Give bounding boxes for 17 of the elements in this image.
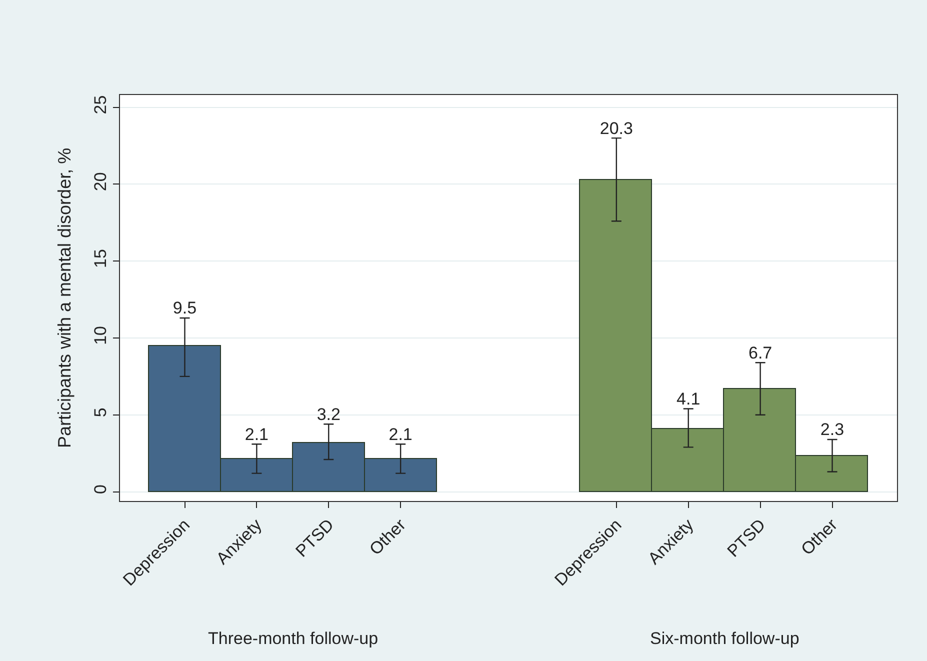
data-label: 6.7 xyxy=(748,343,772,362)
y-tick-label: 0 xyxy=(91,484,110,494)
data-label: 2.1 xyxy=(388,424,412,444)
data-label: 20.3 xyxy=(600,118,633,138)
y-axis-title: Participants with a mental disorder, % xyxy=(54,148,74,448)
data-label: 2.1 xyxy=(244,424,269,444)
y-tick-label: 5 xyxy=(91,408,110,418)
data-label: 3.2 xyxy=(316,404,340,424)
text: Six-month follow-up xyxy=(650,629,800,648)
y-tick-label: 25 xyxy=(91,95,110,114)
data-label: 4.1 xyxy=(676,389,700,408)
data-label: 2.3 xyxy=(820,420,844,440)
y-tick-label: 20 xyxy=(91,172,110,192)
text: Three-month follow-up xyxy=(208,629,378,648)
y-tick-label: 15 xyxy=(91,249,110,268)
y-tick-label: 10 xyxy=(91,326,110,345)
data-label: 9.5 xyxy=(172,298,197,318)
